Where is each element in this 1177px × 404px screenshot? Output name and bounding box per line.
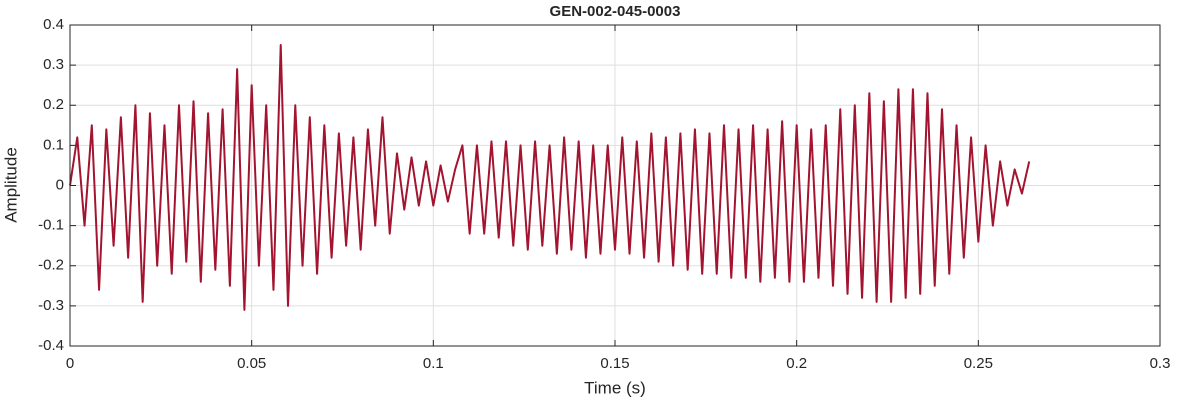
y-tick-label: 0 [56, 176, 64, 193]
y-tick-label: 0.2 [43, 96, 64, 113]
x-tick-label: 0.15 [600, 355, 629, 372]
x-tick-label: 0 [66, 355, 74, 372]
y-tick-label: 0.4 [43, 16, 64, 33]
x-tick-label: 0.1 [423, 355, 444, 372]
y-tick-label: -0.1 [38, 217, 64, 234]
y-axis-label: Amplitude [1, 147, 20, 223]
x-tick-label: 0.25 [964, 355, 993, 372]
y-tick-label: -0.2 [38, 257, 64, 274]
y-tick-label: -0.4 [38, 337, 64, 354]
plot-area [69, 44, 1031, 311]
y-tick-label: 0.1 [43, 136, 64, 153]
axes-box [69, 24, 1161, 347]
x-tick-label: 0.2 [786, 355, 807, 372]
x-tick-label: 0.05 [237, 355, 266, 372]
waveform [69, 44, 1031, 311]
x-tick-label: 0.3 [1150, 355, 1171, 372]
x-axis-label: Time (s) [584, 378, 646, 397]
y-tick-label: 0.3 [43, 56, 64, 73]
chart-title: GEN-002-045-0003 [550, 3, 681, 20]
y-tick-label: -0.3 [38, 297, 64, 314]
